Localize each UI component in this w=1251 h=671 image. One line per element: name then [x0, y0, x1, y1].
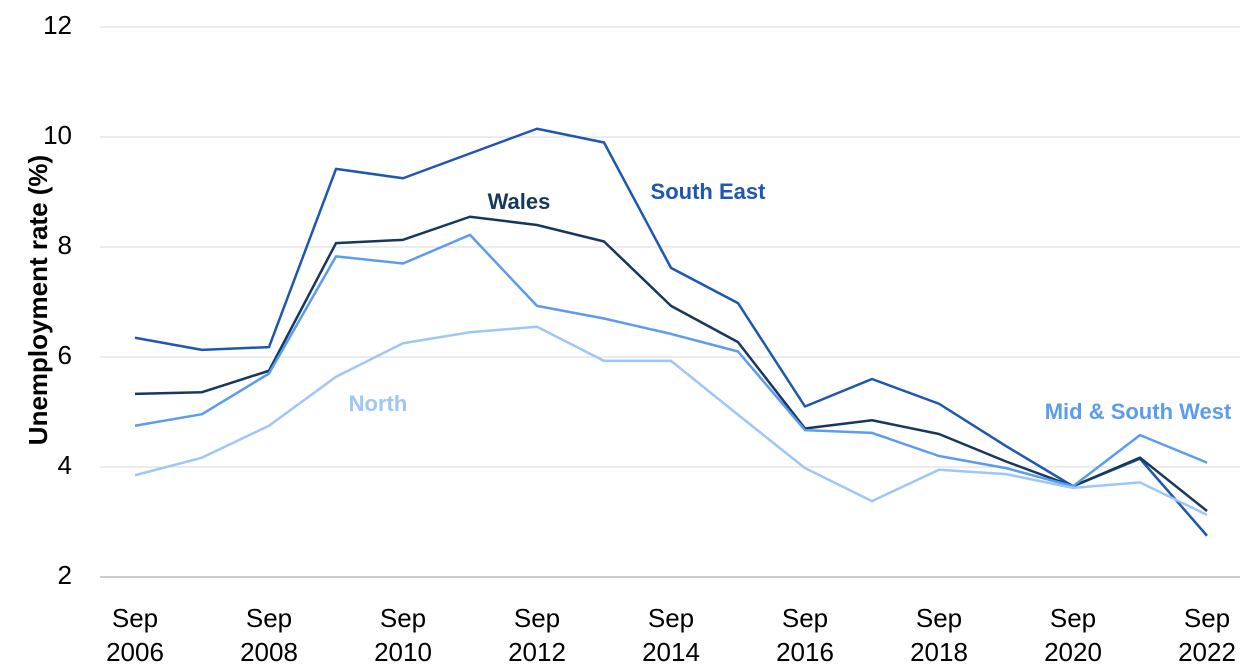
- x-tick-label: Sep 2008: [240, 603, 298, 667]
- series-line: [134, 215, 1208, 512]
- x-tick-label: Sep 2014: [642, 603, 700, 667]
- y-axis-label: Unemployment rate (%): [23, 155, 53, 445]
- x-tick-label: Sep 2012: [508, 603, 566, 667]
- x-tick-label: Sep 2018: [910, 603, 968, 667]
- y-tick-label: 2: [58, 560, 72, 590]
- series-label: South East: [651, 179, 767, 204]
- x-tick-label: Sep 2016: [776, 603, 834, 667]
- series-line: [134, 325, 1208, 516]
- series-label: Wales: [488, 189, 551, 214]
- series-line: [134, 127, 1208, 537]
- x-tick-label: Sep 2022: [1178, 603, 1236, 667]
- series-label: Mid & South West: [1045, 399, 1232, 424]
- x-tick-label: Sep 2006: [106, 603, 164, 667]
- y-tick-label: 12: [43, 10, 72, 40]
- series-label: North: [349, 391, 408, 416]
- series-line: [134, 233, 1208, 488]
- x-tick-label: Sep 2010: [374, 603, 432, 667]
- y-tick-label: 8: [58, 230, 72, 260]
- x-tick-label: Sep 2020: [1044, 603, 1102, 667]
- y-tick-label: 4: [58, 450, 72, 480]
- y-tick-label: 10: [43, 120, 72, 150]
- y-tick-label: 6: [58, 340, 72, 370]
